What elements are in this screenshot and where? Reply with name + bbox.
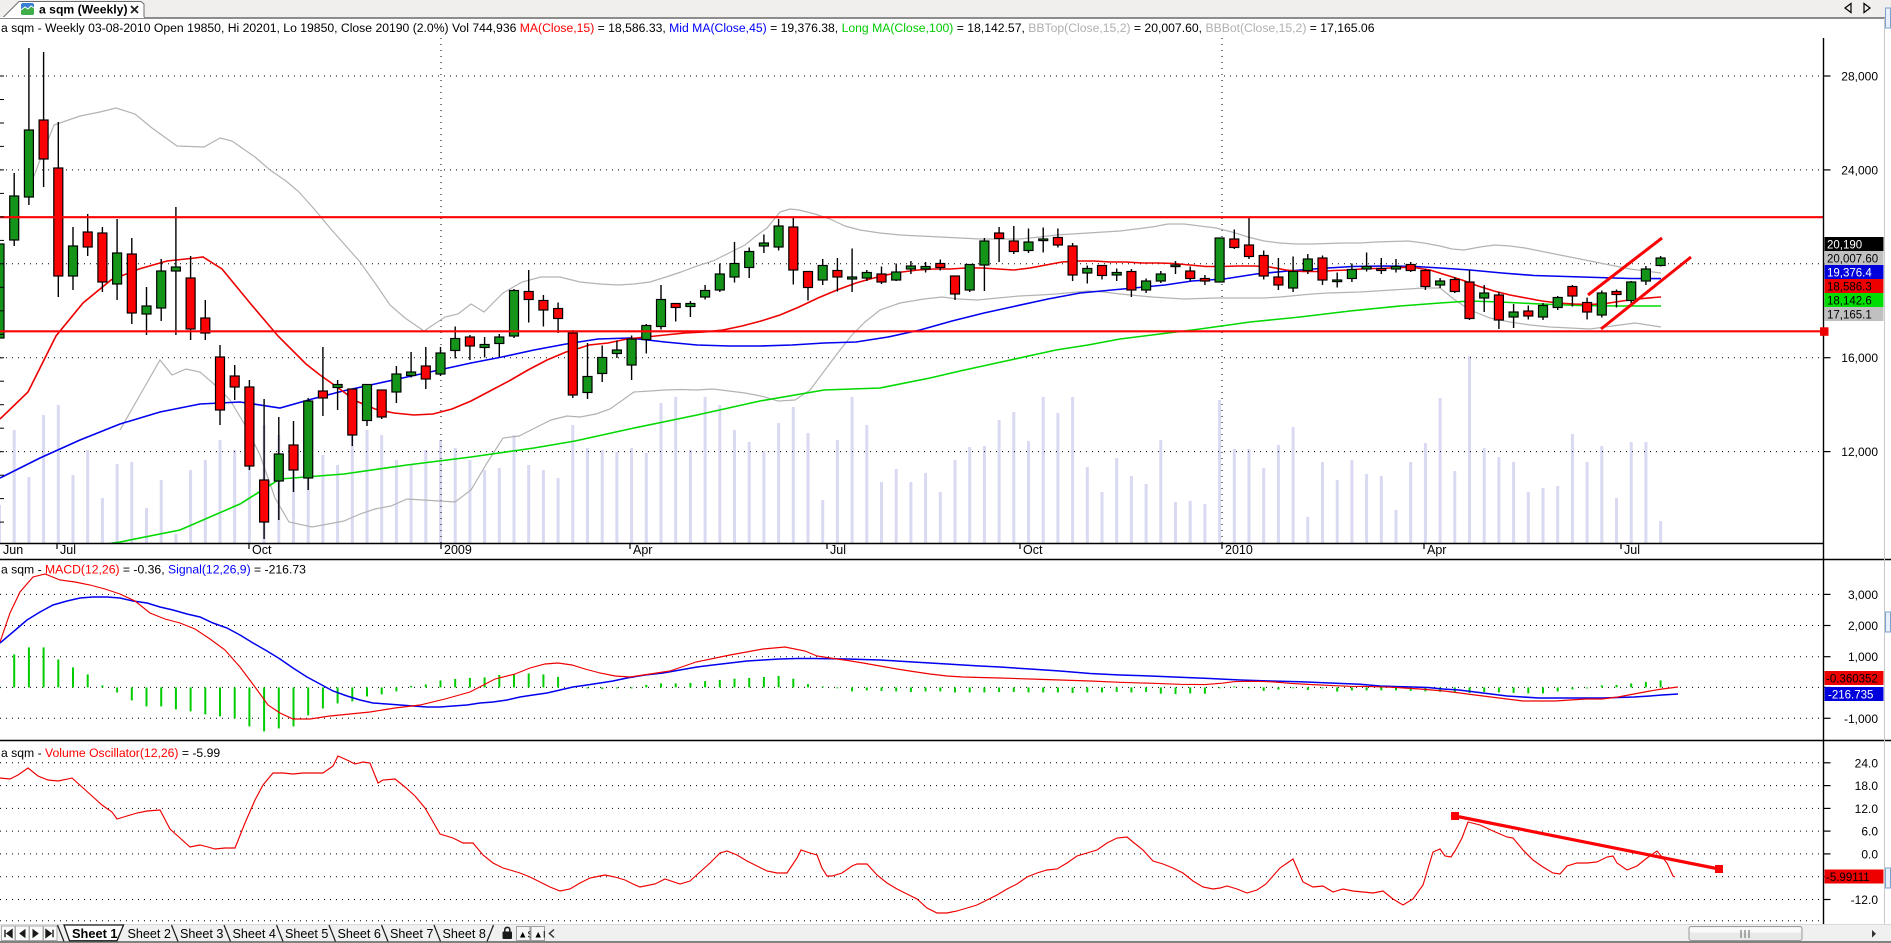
svg-text:a sqm - Weekly 03-08-2010 Open: a sqm - Weekly 03-08-2010 Open 19850, Hi… — [1, 21, 1375, 35]
svg-text:Oct: Oct — [252, 543, 272, 557]
svg-text:2009: 2009 — [444, 543, 472, 557]
svg-text:20,190: 20,190 — [1827, 240, 1862, 252]
svg-text:18.0: 18.0 — [1855, 779, 1879, 793]
svg-text:Jul: Jul — [830, 543, 846, 557]
svg-text:Jul: Jul — [1624, 543, 1640, 557]
svg-text:28,000: 28,000 — [1841, 70, 1878, 84]
svg-text:0.0: 0.0 — [1861, 847, 1878, 861]
svg-text:Jun: Jun — [3, 543, 23, 557]
svg-text:-1,000: -1,000 — [1844, 712, 1878, 726]
svg-text:18,586.3: 18,586.3 — [1827, 282, 1872, 294]
svg-text:Sheet 3: Sheet 3 — [180, 927, 223, 941]
svg-text:-0.360352: -0.360352 — [1826, 674, 1878, 686]
svg-text:18,142.6: 18,142.6 — [1827, 296, 1872, 308]
svg-text:a sqm - MACD(12,26) = -0.36, S: a sqm - MACD(12,26) = -0.36, Signal(12,2… — [1, 563, 306, 577]
svg-text:Oct: Oct — [1023, 543, 1043, 557]
svg-text:20,007.60: 20,007.60 — [1827, 254, 1878, 266]
svg-text:2,000: 2,000 — [1848, 619, 1878, 633]
svg-text:Apr: Apr — [1427, 543, 1446, 557]
svg-text:24.0: 24.0 — [1855, 756, 1879, 770]
svg-text:a sqm - Volume Oscillator(12,2: a sqm - Volume Oscillator(12,26) = -5.99 — [1, 746, 220, 760]
svg-text:Sheet 8: Sheet 8 — [443, 927, 486, 941]
svg-text:▲I: ▲I — [534, 930, 546, 941]
svg-text:-5.99111: -5.99111 — [1826, 872, 1870, 884]
svg-text:Sheet 1: Sheet 1 — [72, 926, 118, 941]
svg-text:12,000: 12,000 — [1841, 445, 1878, 459]
svg-text:Sheet 4: Sheet 4 — [233, 927, 276, 941]
svg-text:Jul: Jul — [60, 543, 76, 557]
svg-text:24,000: 24,000 — [1841, 163, 1878, 177]
svg-text:-12.0: -12.0 — [1851, 893, 1879, 907]
svg-text:a sqm (Weekly): a sqm (Weekly) — [39, 3, 128, 17]
svg-text:-216.735: -216.735 — [1828, 690, 1873, 702]
svg-text:Sheet 5: Sheet 5 — [285, 927, 328, 941]
svg-text:17,165.1: 17,165.1 — [1827, 310, 1872, 322]
svg-text:▲S: ▲S — [518, 930, 534, 941]
svg-text:2010: 2010 — [1225, 543, 1253, 557]
svg-text:1,000: 1,000 — [1848, 650, 1878, 664]
svg-text:Sheet 6: Sheet 6 — [338, 927, 381, 941]
svg-text:Sheet 7: Sheet 7 — [390, 927, 433, 941]
svg-text:19,376.4: 19,376.4 — [1827, 268, 1872, 280]
svg-text:16,000: 16,000 — [1841, 351, 1878, 365]
svg-text:6.0: 6.0 — [1861, 825, 1878, 839]
svg-text:Sheet 2: Sheet 2 — [128, 927, 171, 941]
svg-text:3,000: 3,000 — [1848, 588, 1878, 602]
svg-text:12.0: 12.0 — [1855, 802, 1879, 816]
svg-text:Apr: Apr — [633, 543, 652, 557]
